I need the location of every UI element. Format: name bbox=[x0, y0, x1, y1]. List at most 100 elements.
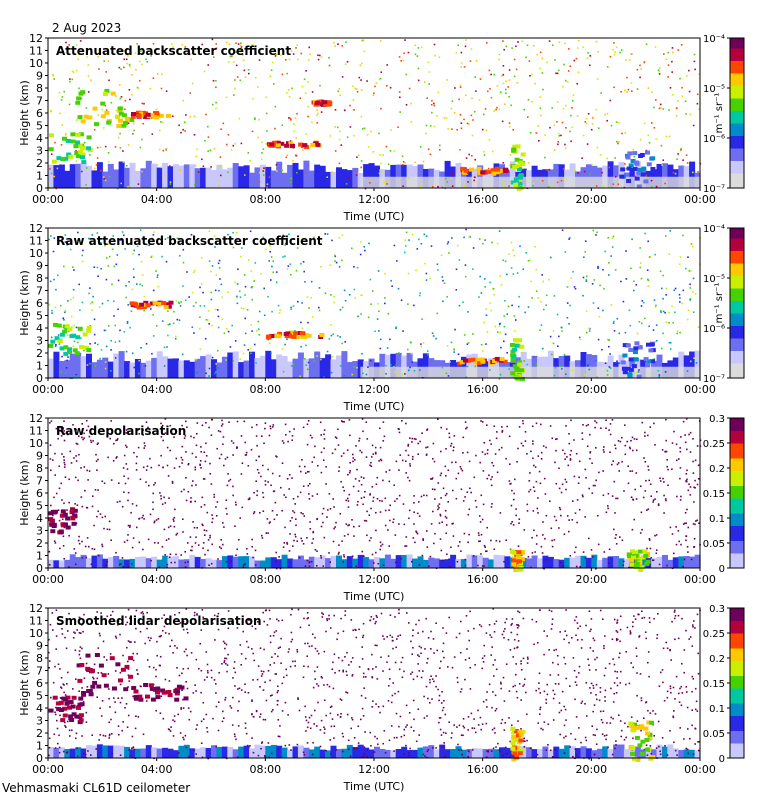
signal-point bbox=[330, 371, 333, 374]
signal-point bbox=[200, 467, 202, 469]
signal-point bbox=[125, 165, 128, 167]
signal-point bbox=[307, 321, 309, 324]
signal-point bbox=[515, 514, 517, 517]
boundary-layer-cell bbox=[145, 558, 152, 568]
signal-point bbox=[389, 338, 391, 341]
signal-point bbox=[491, 462, 493, 464]
signal-point bbox=[54, 713, 57, 716]
signal-point bbox=[320, 525, 323, 528]
signal-point bbox=[568, 238, 570, 240]
signal-point bbox=[334, 150, 337, 152]
signal-point bbox=[556, 438, 558, 440]
signal-point bbox=[276, 456, 278, 458]
boundary-layer-cell bbox=[689, 161, 696, 188]
signal-point bbox=[420, 495, 423, 498]
signal-point bbox=[264, 756, 267, 758]
signal-point bbox=[244, 294, 246, 296]
signal-point bbox=[108, 79, 110, 82]
signal-point bbox=[85, 556, 88, 559]
cloud-layer-cell bbox=[102, 91, 108, 96]
signal-point bbox=[290, 119, 292, 121]
signal-point bbox=[278, 475, 281, 477]
cloud-layer-cell bbox=[56, 323, 62, 328]
signal-point bbox=[77, 479, 79, 482]
cloud-layer-cell bbox=[75, 140, 81, 145]
signal-point bbox=[379, 499, 381, 502]
y-tick-label: 3 bbox=[36, 145, 43, 158]
signal-point bbox=[174, 508, 176, 511]
colorbar-segment bbox=[730, 90, 744, 94]
signal-point bbox=[679, 499, 682, 501]
signal-point bbox=[599, 154, 602, 156]
signal-point bbox=[380, 459, 383, 462]
signal-point bbox=[249, 347, 252, 350]
signal-point bbox=[333, 301, 335, 304]
signal-point bbox=[244, 174, 246, 176]
signal-point bbox=[346, 449, 349, 451]
signal-point bbox=[382, 635, 384, 637]
signal-point bbox=[568, 48, 570, 50]
signal-point bbox=[289, 520, 292, 522]
signal-point bbox=[455, 268, 458, 271]
signal-point bbox=[220, 425, 223, 427]
signal-point bbox=[185, 746, 188, 749]
cloud-layer-cell bbox=[625, 155, 631, 160]
colorbar-tick-label: 10⁻⁶ bbox=[703, 134, 725, 145]
signal-point bbox=[72, 288, 75, 291]
signal-point bbox=[619, 440, 622, 443]
signal-point bbox=[292, 363, 295, 366]
signal-point bbox=[245, 454, 248, 456]
signal-point bbox=[283, 494, 285, 496]
boundary-layer-cell bbox=[58, 560, 65, 568]
signal-point bbox=[415, 438, 417, 441]
boundary-layer-cell bbox=[96, 359, 103, 378]
signal-point bbox=[472, 247, 475, 249]
signal-point bbox=[501, 426, 503, 428]
signal-point bbox=[309, 521, 311, 523]
cloud-layer-cell bbox=[80, 146, 86, 151]
signal-point bbox=[235, 64, 238, 67]
colorbar-segment bbox=[730, 505, 744, 509]
signal-point bbox=[164, 238, 167, 240]
signal-point bbox=[472, 333, 474, 335]
signal-point bbox=[312, 686, 315, 689]
signal-point bbox=[181, 445, 184, 448]
signal-point bbox=[689, 494, 692, 496]
cloud-layer-cell bbox=[80, 119, 86, 124]
signal-point bbox=[64, 134, 67, 136]
boundary-layer-cell bbox=[319, 165, 326, 188]
signal-point bbox=[671, 71, 673, 73]
signal-point bbox=[362, 634, 365, 637]
signal-point bbox=[362, 39, 365, 42]
signal-point bbox=[465, 157, 468, 159]
signal-point bbox=[372, 562, 375, 564]
boundary-layer-cell bbox=[200, 167, 207, 188]
signal-point bbox=[455, 497, 458, 500]
signal-point bbox=[552, 719, 555, 721]
boundary-layer-cell bbox=[450, 749, 457, 758]
signal-point bbox=[272, 424, 275, 426]
cloud-layer-cell bbox=[136, 110, 141, 115]
signal-point bbox=[348, 524, 350, 526]
signal-point bbox=[541, 552, 544, 554]
cloud-layer-cell bbox=[637, 168, 643, 172]
signal-point bbox=[632, 625, 634, 628]
signal-point bbox=[84, 545, 87, 548]
signal-point bbox=[129, 524, 131, 527]
signal-point bbox=[182, 518, 184, 520]
signal-point bbox=[542, 521, 544, 523]
signal-point bbox=[692, 245, 694, 248]
signal-point bbox=[647, 285, 650, 287]
colorbar-segment bbox=[730, 313, 744, 316]
signal-point bbox=[609, 353, 611, 355]
signal-point bbox=[63, 502, 65, 505]
signal-point bbox=[420, 345, 422, 348]
signal-point bbox=[146, 465, 149, 467]
signal-point bbox=[686, 162, 689, 164]
signal-point bbox=[176, 318, 179, 321]
signal-point bbox=[510, 522, 512, 525]
signal-point bbox=[217, 315, 220, 318]
signal-point bbox=[189, 115, 191, 118]
colorbar-segment bbox=[730, 125, 744, 129]
signal-point bbox=[592, 556, 594, 558]
